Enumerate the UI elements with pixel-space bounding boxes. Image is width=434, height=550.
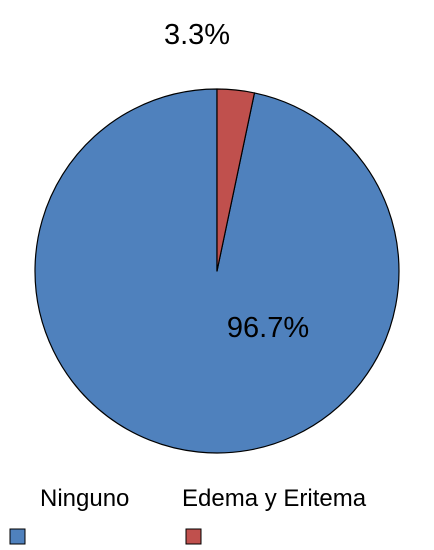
legend-label-edema-y-eritema: Edema y Eritema: [182, 485, 367, 512]
data-label-edema-y-eritema: 3.3%: [164, 19, 230, 51]
legend-label-ninguno: Ninguno: [40, 485, 129, 512]
legend-swatch-edema-y-eritema: [185, 528, 202, 545]
data-label-ninguno: 96.7%: [227, 312, 309, 344]
pie-slices: [34, 88, 400, 454]
legend: Ninguno Edema y Eritema: [9, 485, 367, 545]
pie-slice-edema-y-eritema: [216, 88, 256, 272]
legend-swatch-ninguno: [9, 528, 26, 545]
